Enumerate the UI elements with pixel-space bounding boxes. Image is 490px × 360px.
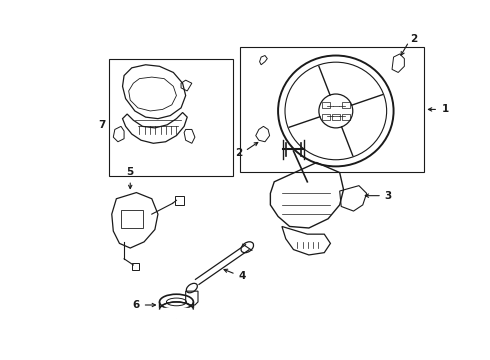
Bar bbox=[332, 114, 340, 120]
Text: 3: 3 bbox=[384, 191, 392, 201]
Bar bbox=[342, 102, 350, 108]
Bar bbox=[342, 114, 350, 120]
Bar bbox=[132, 263, 140, 270]
Text: 4: 4 bbox=[238, 271, 245, 281]
Bar bbox=[109, 59, 233, 176]
Bar bbox=[121, 210, 143, 228]
Text: 7: 7 bbox=[98, 120, 106, 130]
Text: 6: 6 bbox=[132, 300, 140, 310]
Bar bbox=[322, 114, 330, 120]
Polygon shape bbox=[196, 245, 249, 284]
Bar bbox=[240, 47, 424, 172]
Bar bbox=[158, 308, 195, 317]
Text: 2: 2 bbox=[235, 148, 242, 158]
Text: 1: 1 bbox=[441, 104, 448, 114]
Text: 5: 5 bbox=[126, 167, 134, 177]
Text: 2: 2 bbox=[411, 33, 418, 44]
Bar bbox=[175, 195, 184, 205]
Bar bbox=[322, 102, 330, 108]
